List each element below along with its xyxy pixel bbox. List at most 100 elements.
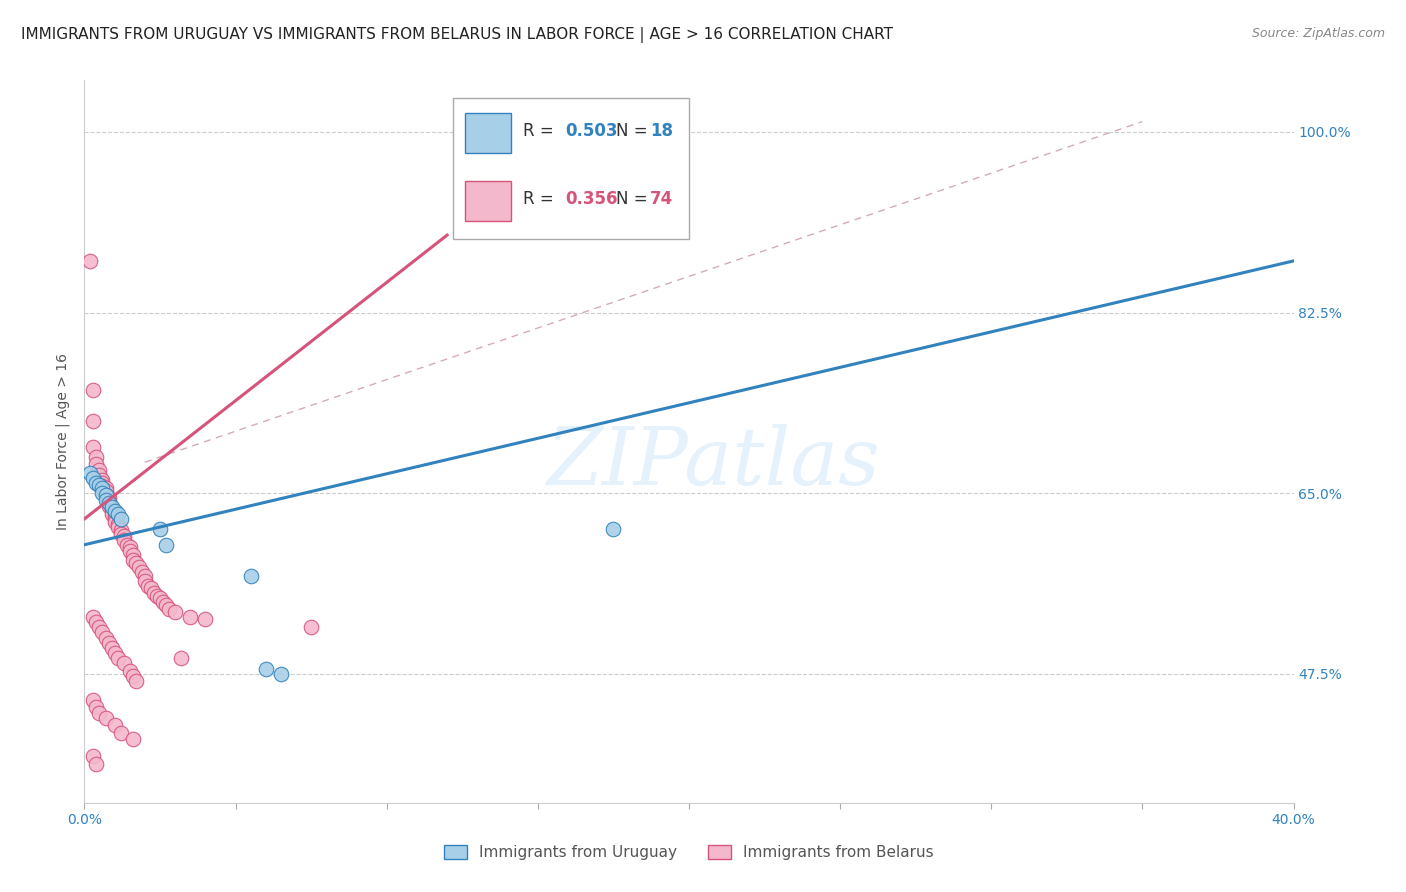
Point xyxy=(94,488,117,502)
Point xyxy=(91,486,114,500)
Point xyxy=(89,463,111,477)
Point xyxy=(142,586,165,600)
Point xyxy=(165,605,187,619)
Point xyxy=(82,414,104,428)
Text: N =: N = xyxy=(616,191,654,209)
Point xyxy=(94,481,117,495)
Point xyxy=(110,524,132,538)
Point xyxy=(149,591,172,606)
Point xyxy=(82,440,104,454)
Point xyxy=(121,548,143,562)
Point xyxy=(121,731,143,746)
Point xyxy=(179,610,201,624)
Point xyxy=(107,651,129,665)
Point xyxy=(104,504,127,518)
Point xyxy=(149,522,172,536)
Point xyxy=(89,467,111,482)
Point xyxy=(270,666,292,681)
Point xyxy=(100,640,122,655)
Point xyxy=(139,581,162,595)
Point xyxy=(94,484,117,499)
Point xyxy=(86,756,108,771)
Text: 18: 18 xyxy=(650,122,673,140)
Point xyxy=(94,631,117,645)
Point xyxy=(94,493,117,508)
Point xyxy=(134,568,156,582)
Point xyxy=(82,471,104,485)
Point xyxy=(125,557,148,571)
Point xyxy=(79,466,101,480)
Point xyxy=(91,479,114,493)
Y-axis label: In Labor Force | Age > 16: In Labor Force | Age > 16 xyxy=(56,353,70,530)
Point xyxy=(136,579,159,593)
Point xyxy=(170,651,193,665)
Point xyxy=(125,673,148,688)
Point xyxy=(100,500,122,515)
Point xyxy=(155,538,177,552)
Point xyxy=(110,527,132,541)
Point xyxy=(104,646,127,660)
Point xyxy=(94,711,117,725)
Text: N =: N = xyxy=(616,122,654,140)
Text: 0.503: 0.503 xyxy=(565,122,619,140)
Point xyxy=(155,598,177,612)
Point xyxy=(112,657,135,671)
Point xyxy=(91,475,114,490)
Point xyxy=(97,494,120,508)
Point xyxy=(104,512,127,526)
Point xyxy=(79,254,101,268)
Point xyxy=(107,520,129,534)
FancyBboxPatch shape xyxy=(465,112,512,153)
Point xyxy=(239,568,262,582)
Point xyxy=(128,560,150,574)
Legend: Immigrants from Uruguay, Immigrants from Belarus: Immigrants from Uruguay, Immigrants from… xyxy=(444,845,934,860)
Point xyxy=(131,565,153,579)
Point xyxy=(91,625,114,640)
Point xyxy=(118,664,141,678)
Point xyxy=(110,512,132,526)
Point xyxy=(104,508,127,523)
Point xyxy=(86,475,108,490)
Point xyxy=(89,706,111,720)
Point xyxy=(82,610,104,624)
Point xyxy=(89,620,111,634)
Point xyxy=(112,533,135,547)
Point xyxy=(110,725,132,739)
Point xyxy=(100,507,122,521)
Text: 74: 74 xyxy=(650,191,673,209)
Point xyxy=(86,699,108,714)
Point xyxy=(121,553,143,567)
Point xyxy=(107,507,129,521)
Point xyxy=(100,504,122,518)
Point xyxy=(104,718,127,732)
Point xyxy=(97,496,120,510)
Point xyxy=(104,515,127,529)
Point xyxy=(157,601,180,615)
Point xyxy=(194,612,217,626)
Point xyxy=(97,499,120,513)
Point xyxy=(152,594,174,608)
Point xyxy=(112,529,135,543)
Text: IMMIGRANTS FROM URUGUAY VS IMMIGRANTS FROM BELARUS IN LABOR FORCE | AGE > 16 COR: IMMIGRANTS FROM URUGUAY VS IMMIGRANTS FR… xyxy=(21,27,893,43)
Point xyxy=(97,491,120,506)
FancyBboxPatch shape xyxy=(453,98,689,239)
Point xyxy=(94,488,117,502)
Point xyxy=(82,383,104,397)
Text: 0.356: 0.356 xyxy=(565,191,619,209)
Point xyxy=(97,636,120,650)
Point xyxy=(82,692,104,706)
Point xyxy=(118,544,141,558)
Point xyxy=(118,540,141,554)
Point xyxy=(86,457,108,471)
Point xyxy=(299,620,322,634)
Text: ZIPatlas: ZIPatlas xyxy=(547,425,880,502)
Point xyxy=(115,538,138,552)
Point xyxy=(107,517,129,532)
Point xyxy=(86,615,108,630)
Text: Source: ZipAtlas.com: Source: ZipAtlas.com xyxy=(1251,27,1385,40)
Point xyxy=(100,500,122,514)
Point xyxy=(602,522,624,536)
Point xyxy=(254,662,277,676)
Text: R =: R = xyxy=(523,191,560,209)
Point xyxy=(91,473,114,487)
